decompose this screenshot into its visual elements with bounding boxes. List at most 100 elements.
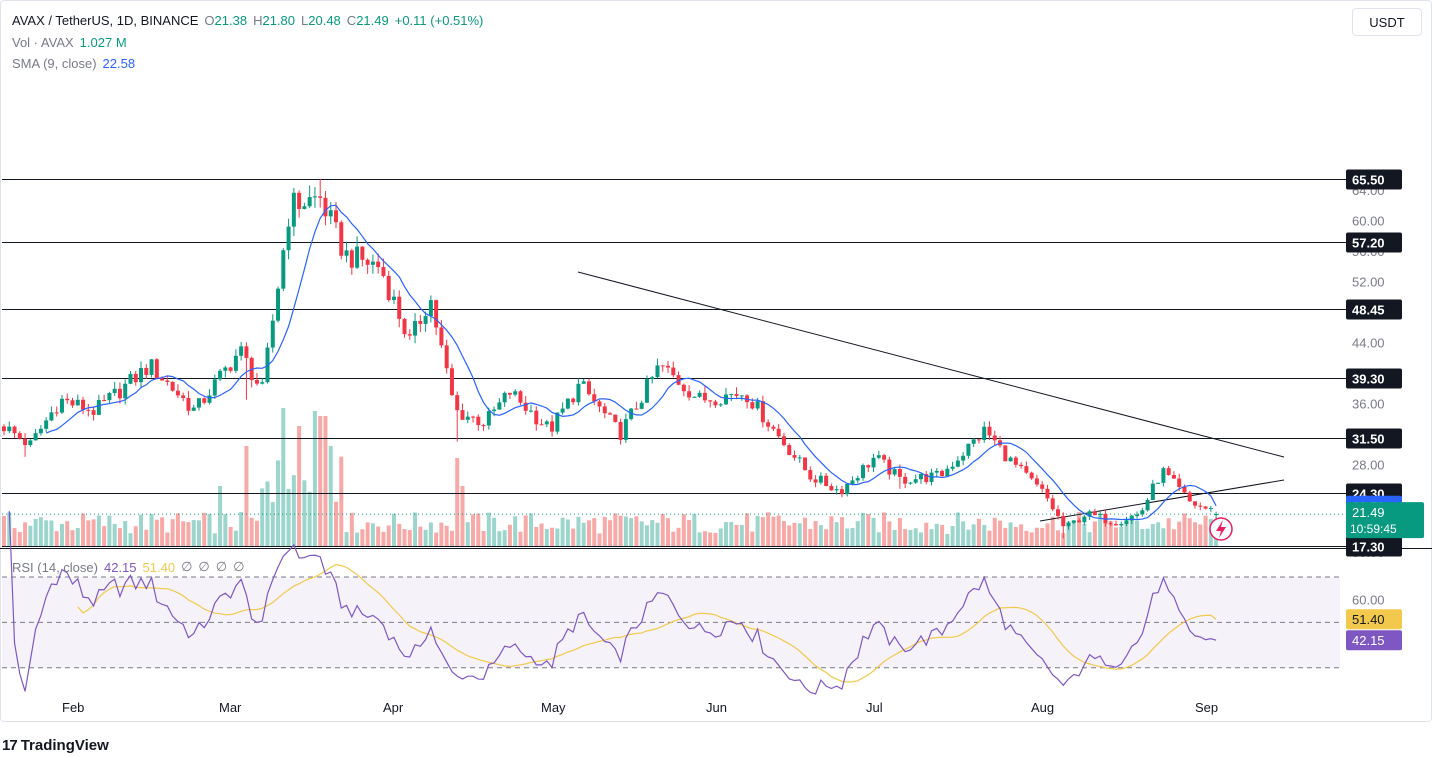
volume-bar [291,475,296,546]
candle-body [423,316,428,324]
volume-bar [281,408,286,546]
ohlc-legend: AVAX / TetherUS, 1D, BINANCE O21.38 H21.… [12,13,483,28]
volume-bar [681,514,686,546]
candle-body [1071,520,1076,523]
price-tick: 52.00 [1352,275,1385,290]
candle-body [718,404,723,406]
candle-body [428,300,433,317]
candle-body [144,368,149,375]
candle-body [1066,522,1071,527]
volume-bar [550,527,555,546]
volume-bar [70,530,75,546]
volume-bar [734,524,739,546]
volume-bar [228,527,233,546]
candle-body [160,378,165,381]
volume-bar [465,522,470,546]
volume-bar [729,522,734,546]
candle-body [766,422,771,427]
volume-bar [302,480,307,546]
volume-bar [676,527,681,546]
volume-bar [260,488,265,546]
candle-body [291,192,296,227]
volume-bar [544,529,549,546]
candle-body [202,398,207,403]
volume-bar [59,523,64,546]
tradingview-logo[interactable]: 17 TradingView [2,737,109,754]
volume-bar [1187,518,1192,546]
volume-bar [102,526,107,546]
candle-body [7,426,12,432]
rsi-legend: RSI (14, close) 42.15 51.40 ∅ ∅ ∅ ∅ [12,559,244,575]
symbol-title[interactable]: AVAX / TetherUS, 1D, BINANCE [12,13,199,28]
volume-bar [476,513,481,546]
volume-bar [1182,513,1187,546]
time-axis-label-aug: Aug [1031,700,1054,715]
volume-bar [307,491,312,546]
level-badge-label: 57.20 [1352,236,1385,251]
candle-body [244,346,249,358]
candle-body [697,392,702,397]
candle-body [418,320,423,324]
candle-body [502,392,507,403]
volume-label[interactable]: Vol · AVAX [12,35,74,50]
volume-bar [413,512,418,546]
volume-bar [117,528,122,546]
volume-bar [792,522,797,546]
candle-body [1003,445,1008,462]
volume-bar [766,512,771,546]
volume-bar [38,517,43,546]
candle-body [1087,511,1092,517]
volume-bar [523,515,528,546]
candle-body [1161,468,1166,483]
candle-body [455,395,460,411]
volume-bar [687,520,692,546]
volume-bar [908,529,913,546]
candle-body [955,460,960,467]
volume-bar [518,531,523,546]
rsi-label[interactable]: RSI (14, close) [12,559,98,575]
candle-body [824,475,829,486]
candle-body [471,416,476,418]
candle-body [660,365,665,367]
volume-bar [797,523,802,546]
volume-bar [897,518,902,546]
volume-bar [850,527,855,546]
volume-bar [249,517,254,546]
level-badge [1346,536,1402,557]
volume-bar [876,532,881,546]
candle-body [1040,484,1045,489]
candle-body [945,468,950,477]
volume-bar [966,529,971,546]
candle-body [1156,482,1161,484]
volume-bar [1071,520,1076,546]
candle-body [581,381,586,384]
candle-body [897,469,902,477]
volume-bar [507,524,512,546]
volume-bar [776,515,781,546]
last-price-badge-label: 21.49 [1352,505,1385,520]
currency-button[interactable]: USDT [1352,8,1422,36]
volume-bar [623,516,628,546]
candle-body [1098,513,1103,516]
candle-body [286,226,291,251]
volume-bar [497,531,502,546]
candle-body [1177,478,1182,488]
volume-bars [2,408,1219,546]
candle-body [223,367,228,371]
time-axis-label-may: May [541,700,566,715]
candle-body [803,457,808,471]
candle-body [439,327,444,346]
rsi-value: 42.15 [103,559,137,575]
volume-bar [571,528,576,546]
volume-bar [834,522,839,546]
volume-bar [439,522,444,546]
lightning-icon[interactable] [1209,517,1233,541]
candle-body [391,296,396,301]
candle-body [270,320,275,348]
sma-label[interactable]: SMA (9, close) [12,56,97,71]
volume-bar [1119,526,1124,546]
rsi-extra-4: ∅ [233,559,245,574]
volume-bar [391,513,396,546]
volume-bar [1034,527,1039,546]
